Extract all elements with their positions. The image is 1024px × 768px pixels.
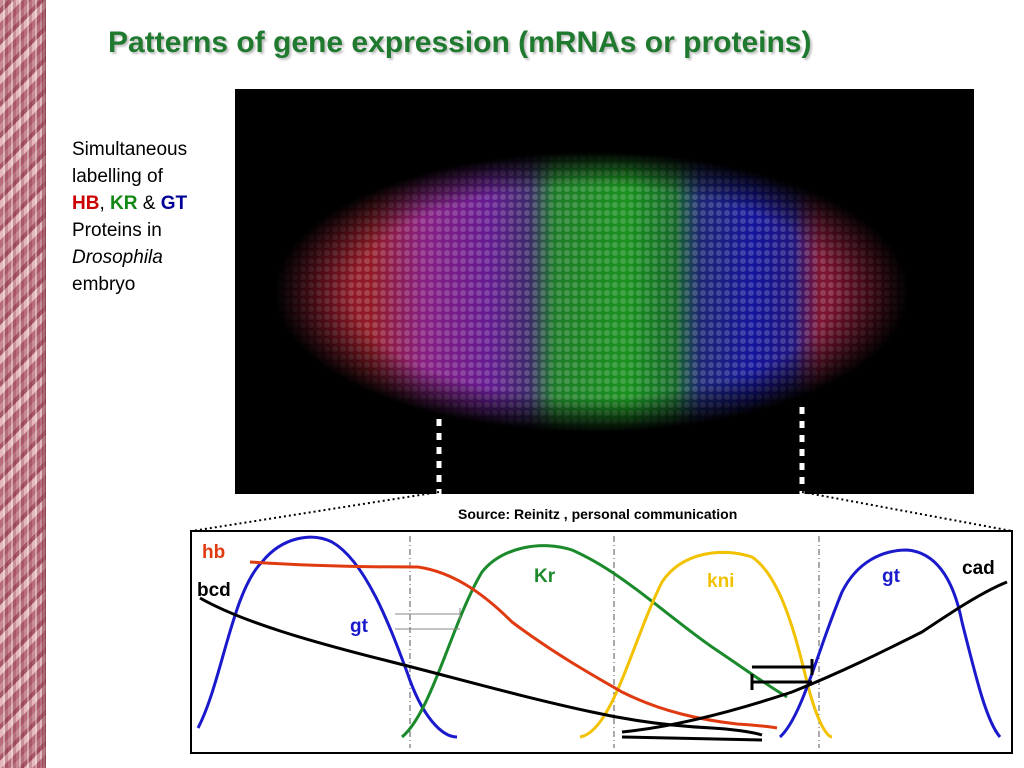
caption-hb: HB: [72, 193, 100, 214]
label-cad: cad: [962, 558, 995, 579]
source-credit: Source: Reinitz , personal communication: [458, 506, 738, 522]
caption-amp: &: [142, 193, 156, 214]
bcd-curve: [199, 596, 763, 737]
caption-comma: ,: [99, 193, 105, 214]
caption-line-1: Simultaneous: [72, 139, 188, 160]
gt-left-curve: [196, 535, 458, 739]
gt-right-curve: [778, 548, 1002, 739]
kr-curve: [401, 544, 788, 739]
cad-curve: [621, 580, 1008, 734]
caption-gt: GT: [160, 193, 188, 214]
kni-curve: [579, 550, 833, 739]
label-hb: hb: [202, 542, 225, 563]
label-kni: kni: [707, 571, 734, 592]
embryo-illustration: [265, 144, 925, 494]
caption-kr: KR: [110, 193, 138, 214]
decorative-border: [0, 0, 46, 768]
label-kr: Kr: [534, 566, 556, 587]
embryo-caption: Simultaneous labelling of HB, KR & GT Pr…: [72, 136, 187, 298]
projection-left: [191, 491, 440, 532]
expression-curves: hb bcd gt Kr kni gt cad: [196, 535, 1008, 748]
expression-profile-plot: hb bcd gt Kr kni gt cad: [190, 530, 1013, 754]
caption-drosophila: Drosophila: [72, 247, 163, 268]
page-title: Patterns of gene expression (mRNAs or pr…: [108, 26, 812, 59]
embryo-image: [235, 89, 974, 494]
caption-line-2: labelling of: [72, 166, 163, 187]
label-gt-left: gt: [350, 616, 369, 637]
label-gt-right: gt: [882, 566, 901, 587]
caption-line-6: embryo: [72, 274, 136, 295]
caption-line-4: Proteins in: [72, 220, 162, 241]
baseline-bar: [621, 735, 763, 742]
label-bcd: bcd: [197, 580, 231, 601]
hb-curve: [249, 560, 778, 730]
projection-right: [801, 491, 1013, 532]
